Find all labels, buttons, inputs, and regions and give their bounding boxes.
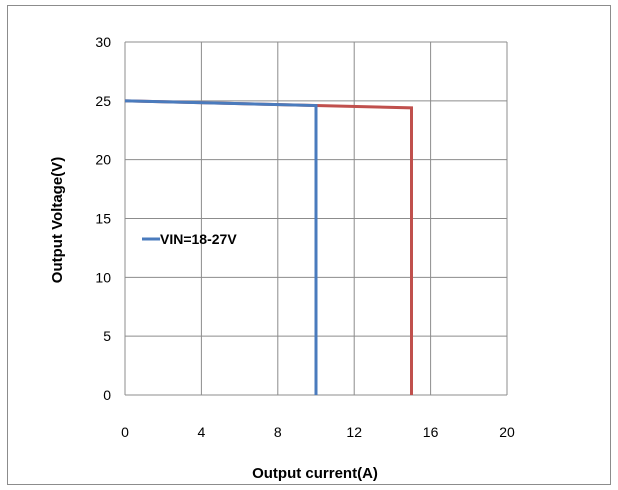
y-tick-label: 15 xyxy=(95,211,111,227)
y-axis-title: Output Voltage(V) xyxy=(49,157,66,283)
x-tick-labels: 0 4 8 12 16 20 xyxy=(121,424,515,440)
series-line-vin-18-27v xyxy=(124,99,318,395)
legend-label: VIN=18-27V xyxy=(160,231,237,247)
chart-frame xyxy=(7,5,611,485)
y-tick-label: 30 xyxy=(95,34,111,50)
series-line-red xyxy=(124,99,413,395)
x-axis-title: Output current(A) xyxy=(252,465,378,482)
x-tick-label: 20 xyxy=(499,424,515,440)
y-tick-labels: 0 5 10 15 20 25 30 xyxy=(95,34,111,403)
x-tick-label: 12 xyxy=(346,424,362,440)
y-tick-label: 20 xyxy=(95,152,111,168)
x-tick-label: 4 xyxy=(198,424,206,440)
x-tick-label: 8 xyxy=(274,424,282,440)
series-group xyxy=(124,99,413,395)
y-tick-label: 25 xyxy=(95,93,111,109)
y-tick-label: 10 xyxy=(95,269,111,285)
legend: VIN=18-27V xyxy=(142,231,237,247)
y-tick-label: 0 xyxy=(103,387,111,403)
x-tick-label: 16 xyxy=(423,424,439,440)
y-tick-label: 5 xyxy=(103,328,111,344)
x-tick-label: 0 xyxy=(121,424,129,440)
